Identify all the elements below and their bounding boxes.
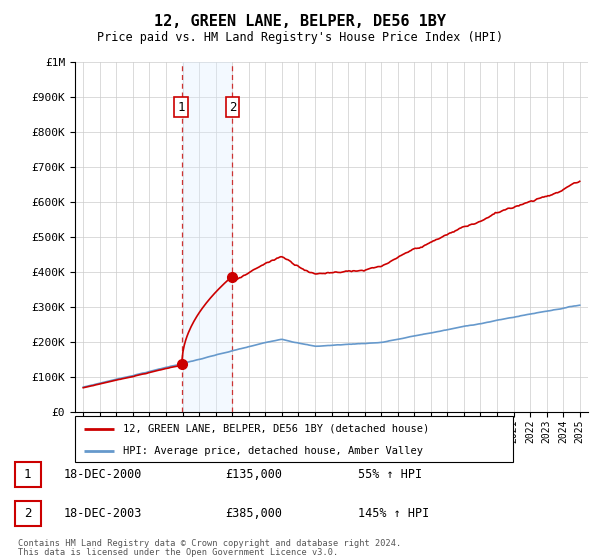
Text: Contains HM Land Registry data © Crown copyright and database right 2024.: Contains HM Land Registry data © Crown c…	[18, 539, 401, 548]
FancyBboxPatch shape	[15, 463, 41, 487]
Text: This data is licensed under the Open Government Licence v3.0.: This data is licensed under the Open Gov…	[18, 548, 338, 557]
Text: 12, GREEN LANE, BELPER, DE56 1BY (detached house): 12, GREEN LANE, BELPER, DE56 1BY (detach…	[123, 424, 430, 434]
Text: HPI: Average price, detached house, Amber Valley: HPI: Average price, detached house, Ambe…	[123, 446, 423, 455]
Text: 1: 1	[24, 468, 31, 481]
Text: 1: 1	[178, 101, 185, 114]
FancyBboxPatch shape	[15, 502, 41, 526]
Text: 2: 2	[229, 101, 236, 114]
Text: Price paid vs. HM Land Registry's House Price Index (HPI): Price paid vs. HM Land Registry's House …	[97, 31, 503, 44]
Text: 18-DEC-2000: 18-DEC-2000	[64, 468, 142, 481]
Text: 12, GREEN LANE, BELPER, DE56 1BY: 12, GREEN LANE, BELPER, DE56 1BY	[154, 14, 446, 29]
Text: 145% ↑ HPI: 145% ↑ HPI	[358, 507, 429, 520]
Text: £135,000: £135,000	[225, 468, 282, 481]
Bar	[182, 62, 232, 412]
Text: 18-DEC-2003: 18-DEC-2003	[64, 507, 142, 520]
Text: 55% ↑ HPI: 55% ↑ HPI	[358, 468, 422, 481]
Text: 2: 2	[24, 507, 31, 520]
Text: £385,000: £385,000	[225, 507, 282, 520]
